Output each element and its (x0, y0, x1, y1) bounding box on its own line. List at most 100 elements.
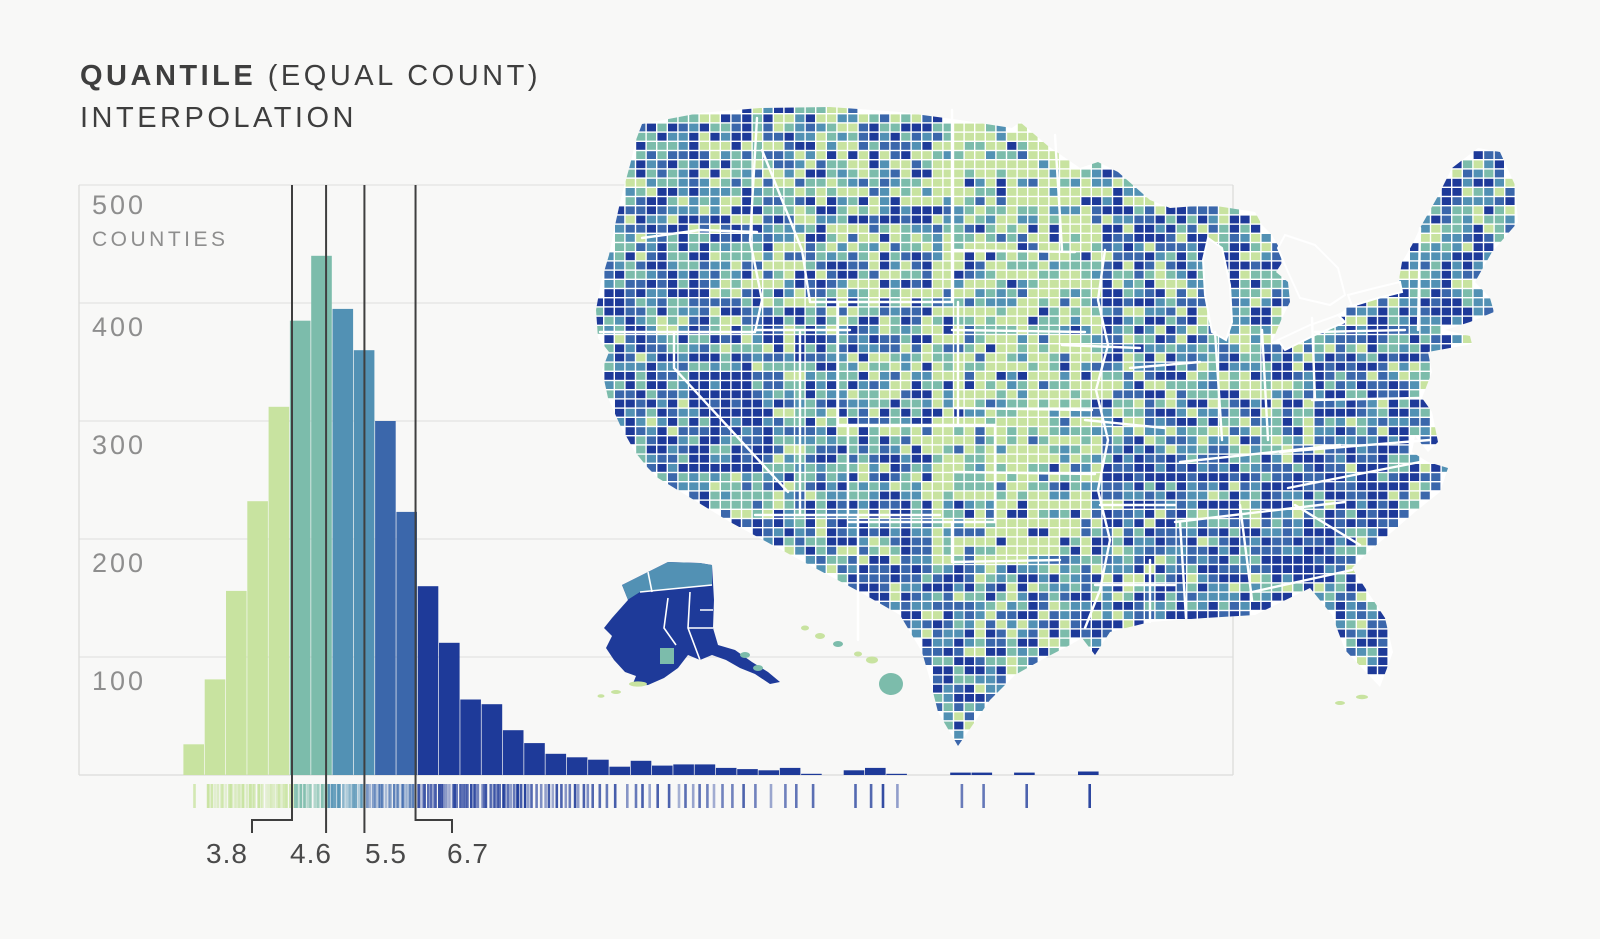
county-cell (763, 142, 773, 150)
county-cell (731, 234, 741, 242)
county-cell (880, 261, 890, 270)
county-cell (1304, 427, 1314, 435)
county-cell (1335, 629, 1345, 638)
county-cell (699, 362, 709, 371)
county-cell (1208, 537, 1218, 546)
county-cell (1187, 491, 1197, 500)
rug-tick (854, 784, 857, 808)
county-cell (805, 261, 815, 270)
county-cell (657, 381, 667, 389)
histogram-bar (545, 753, 567, 775)
county-cell (805, 482, 815, 491)
county-cell (911, 629, 921, 638)
county-cell (1113, 307, 1123, 316)
county-cell (1494, 224, 1504, 233)
county-cell (721, 261, 731, 270)
county-cell (763, 427, 773, 435)
county-cell (1251, 362, 1261, 371)
county-cell (954, 721, 964, 730)
county-cell (689, 344, 699, 353)
county-cell (1166, 602, 1176, 610)
county-cell (1198, 307, 1208, 316)
county-cell (986, 298, 996, 307)
histogram-bar (1078, 771, 1099, 775)
county-cell (869, 556, 879, 564)
county-cell (689, 473, 699, 481)
county-cell (869, 418, 879, 426)
great-lakes (1201, 233, 1404, 352)
county-cell (1187, 436, 1197, 445)
county-cell (858, 178, 868, 187)
county-cell (816, 528, 826, 537)
county-cell (901, 224, 911, 233)
county-cell (1017, 399, 1027, 408)
county-cell (933, 270, 943, 279)
county-cell (922, 270, 932, 279)
county-cell (1282, 353, 1292, 362)
county-cell (699, 335, 709, 343)
county-cell (636, 215, 646, 224)
county-cell (996, 353, 1006, 362)
county-cell (710, 234, 720, 242)
county-cell (911, 197, 921, 205)
county-cell (1102, 224, 1112, 233)
county-cell (964, 234, 974, 242)
county-cell (1293, 510, 1303, 518)
county-cell (721, 206, 731, 215)
county-cell (880, 436, 890, 445)
county-cell (880, 353, 890, 362)
county-cell (986, 224, 996, 233)
county-cell (954, 500, 964, 509)
county-cell (858, 353, 868, 362)
county-cell (1092, 574, 1102, 583)
county-cell (1187, 445, 1197, 454)
county-cell (816, 307, 826, 316)
county-cell (1272, 436, 1282, 445)
county-cell (1176, 224, 1186, 233)
county-cell (1357, 390, 1367, 399)
county-cell (1092, 326, 1102, 334)
county-cell (1399, 418, 1409, 426)
rug-tick (523, 784, 527, 808)
county-cell (1145, 418, 1155, 426)
county-cell (816, 445, 826, 454)
county-cell (1028, 326, 1038, 334)
county-cell (1388, 445, 1398, 454)
rug-tick (333, 784, 337, 808)
county-cell (1198, 528, 1208, 537)
county-cell (1335, 326, 1345, 334)
rug-tick (207, 784, 211, 808)
county-cell (827, 307, 837, 316)
county-cell (1314, 464, 1324, 472)
county-cell (986, 611, 996, 619)
county-cell (625, 215, 635, 224)
county-cell (731, 491, 741, 500)
county-cell (1134, 316, 1144, 325)
county-cell (1431, 427, 1441, 435)
county-cell (943, 399, 953, 408)
county-cell (1272, 500, 1282, 509)
county-cell (1070, 611, 1080, 619)
county-cell (922, 491, 932, 500)
rug-tick (421, 784, 424, 808)
county-cell (1155, 528, 1165, 537)
county-cell (699, 298, 709, 307)
county-cell (1357, 592, 1367, 601)
county-cell (996, 638, 1006, 647)
county-cell (1219, 362, 1229, 371)
county-cell (1060, 197, 1070, 205)
county-cell (1092, 454, 1102, 463)
county-cell (1145, 234, 1155, 242)
county-cell (784, 528, 794, 537)
county-cell (1304, 381, 1314, 389)
county-cell (943, 390, 953, 399)
county-cell (1049, 234, 1059, 242)
county-cell (1410, 270, 1420, 279)
county-cell (1017, 280, 1027, 288)
county-cell (890, 528, 900, 537)
county-cell (901, 399, 911, 408)
county-cell (1187, 261, 1197, 270)
county-cell (1272, 372, 1282, 380)
county-cell (774, 298, 784, 307)
county-cell (1251, 583, 1261, 592)
